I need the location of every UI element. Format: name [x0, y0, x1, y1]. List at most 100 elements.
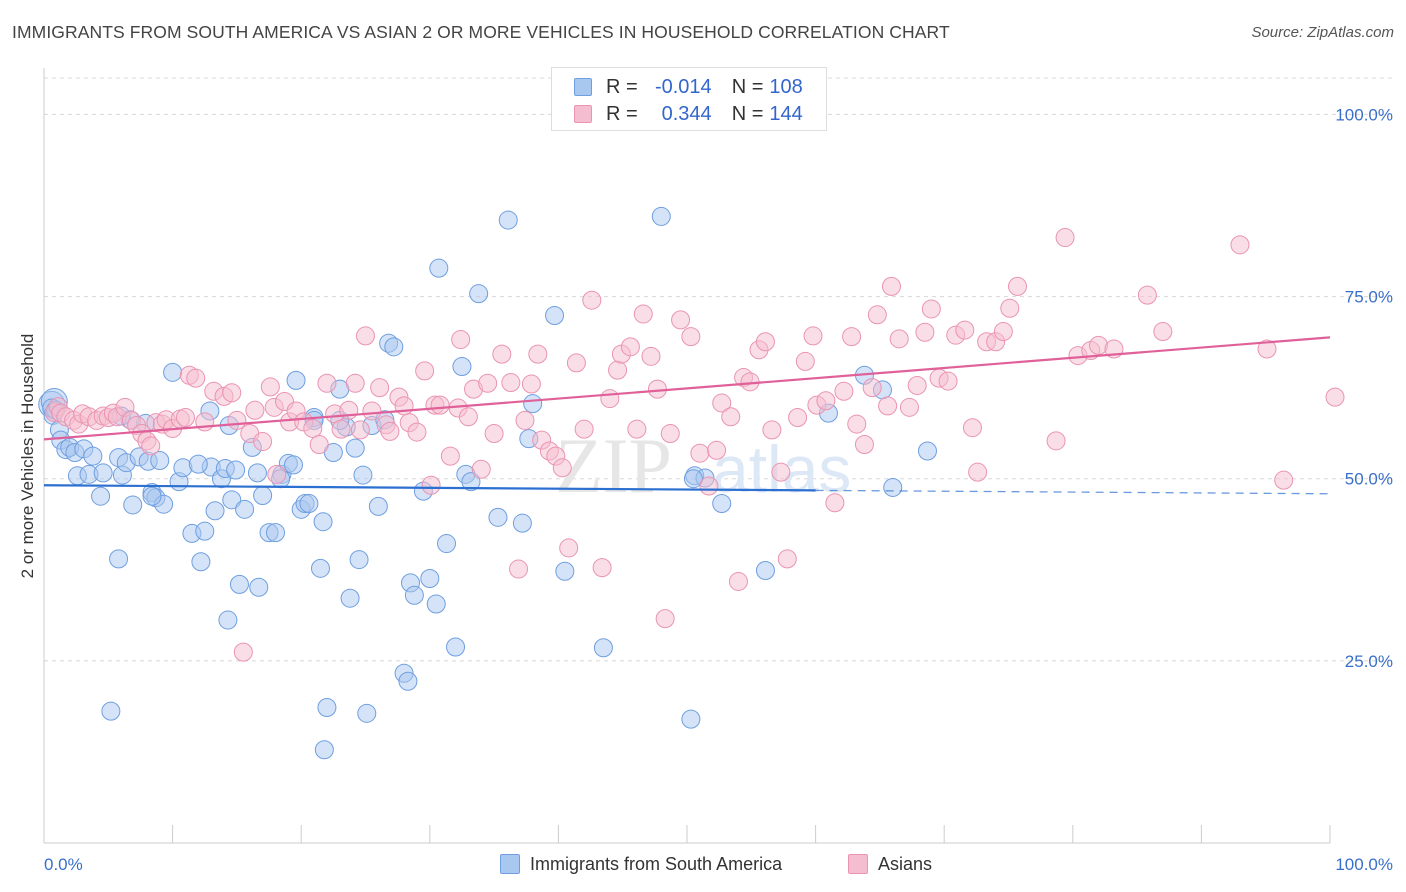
data-point-immigrants	[109, 549, 129, 569]
data-point-asians	[907, 375, 927, 395]
y-tick-label: 50.0%	[1345, 470, 1393, 489]
data-point-asians	[380, 421, 400, 441]
data-point-immigrants	[91, 486, 111, 506]
data-point-immigrants	[555, 561, 575, 581]
data-point-immigrants	[446, 637, 466, 657]
data-point-asians	[415, 361, 435, 381]
data-point-immigrants	[83, 446, 103, 466]
data-point-immigrants	[265, 523, 285, 543]
data-point-asians	[641, 346, 661, 366]
data-point-asians	[492, 344, 512, 364]
data-point-asians	[962, 418, 982, 438]
data-point-immigrants	[683, 469, 703, 489]
data-point-asians	[762, 420, 782, 440]
data-point-immigrants	[286, 370, 306, 390]
data-point-asians	[582, 290, 602, 310]
data-point-asians	[867, 305, 887, 325]
data-point-asians	[699, 476, 719, 496]
data-point-immigrants	[349, 550, 369, 570]
data-point-asians	[707, 440, 727, 460]
data-point-asians	[788, 408, 808, 428]
data-point-immigrants	[452, 357, 472, 377]
data-point-asians	[253, 432, 273, 452]
trend-line-asians	[43, 336, 1331, 441]
axes	[43, 68, 1331, 844]
data-point-immigrants	[523, 394, 543, 414]
data-point-asians	[1153, 322, 1173, 342]
data-point-immigrants	[173, 458, 193, 478]
data-point-immigrants	[283, 455, 303, 475]
legend-n-label: N =	[731, 75, 764, 98]
data-point-asians	[574, 419, 594, 439]
data-point-asians	[245, 400, 265, 420]
data-point-immigrants	[755, 561, 775, 581]
data-point-immigrants	[195, 521, 215, 541]
data-point-asians	[938, 371, 958, 391]
data-point-asians	[528, 344, 548, 364]
data-point-immigrants	[340, 588, 360, 608]
data-point-immigrants	[461, 472, 481, 492]
tick-labels: 25.0% 50.0% 75.0% 100.0% 0.0% 100.0%	[44, 105, 1393, 874]
data-point-asians	[955, 320, 975, 340]
legend-swatch-blue	[574, 78, 592, 96]
data-point-immigrants	[235, 499, 255, 519]
legend-n-value: 144	[769, 102, 803, 125]
data-point-asians	[899, 397, 919, 417]
data-point-immigrants	[488, 507, 508, 527]
data-point-asians	[803, 326, 823, 346]
data-point-immigrants	[218, 610, 238, 630]
data-point-asians	[834, 381, 854, 401]
data-point-asians	[921, 299, 941, 319]
data-point-asians	[350, 420, 370, 440]
data-point-immigrants	[368, 496, 388, 516]
data-point-asians	[627, 419, 647, 439]
legend-r-value: 0.344	[661, 102, 712, 125]
data-point-immigrants	[883, 477, 903, 497]
data-point-asians	[1257, 339, 1277, 359]
data-point-asians	[362, 401, 382, 421]
data-point-asians	[515, 410, 535, 430]
source-credit: Source: ZipAtlas.com	[1251, 24, 1394, 41]
data-point-asians	[509, 559, 529, 579]
x-tick-label: 100.0%	[1335, 855, 1393, 874]
data-point-immigrants	[93, 463, 113, 483]
data-point-immigrants	[404, 585, 424, 605]
data-point-asians	[671, 310, 691, 330]
data-point-asians	[1230, 235, 1250, 255]
data-point-asians	[968, 462, 988, 482]
data-point-asians	[655, 609, 675, 629]
data-point-asians	[842, 327, 862, 347]
data-point-asians	[370, 378, 390, 398]
data-point-asians	[566, 353, 586, 373]
data-point-asians	[440, 446, 460, 466]
data-point-asians	[889, 329, 909, 349]
data-point-asians	[825, 493, 845, 513]
data-point-asians	[303, 418, 323, 438]
data-point-immigrants	[593, 638, 613, 658]
data-point-asians	[854, 434, 874, 454]
data-point-asians	[407, 422, 427, 442]
data-point-asians	[771, 462, 791, 482]
data-point-asians	[267, 464, 287, 484]
data-point-immigrants	[226, 460, 246, 480]
data-point-immigrants	[317, 697, 337, 717]
data-point-asians	[660, 424, 680, 444]
data-point-asians	[1055, 228, 1075, 248]
data-point-asians	[600, 389, 620, 409]
data-point-immigrants	[310, 558, 330, 578]
data-point-immigrants	[712, 493, 732, 513]
data-point-immigrants	[384, 337, 404, 357]
data-point-immigrants	[253, 485, 273, 505]
data-point-asians	[559, 538, 579, 558]
data-point-immigrants	[247, 463, 267, 483]
legend-swatch-pink	[574, 105, 592, 123]
x-tick-label: 0.0%	[44, 855, 83, 874]
y-tick-label: 25.0%	[1345, 652, 1393, 671]
data-point-asians	[451, 330, 471, 350]
data-point-asians	[1325, 387, 1345, 407]
data-point-immigrants	[205, 501, 225, 521]
data-point-asians	[1000, 298, 1020, 318]
data-point-immigrants	[651, 206, 671, 226]
chart-title: IMMIGRANTS FROM SOUTH AMERICA VS ASIAN 2…	[12, 22, 950, 42]
data-point-immigrants	[323, 442, 343, 462]
